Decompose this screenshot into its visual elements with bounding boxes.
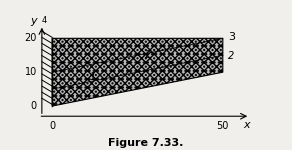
Text: 4: 4 [42, 16, 47, 26]
Text: 2: 2 [145, 50, 151, 60]
Text: 2: 2 [228, 51, 234, 61]
Text: 0: 0 [49, 121, 55, 131]
Polygon shape [52, 38, 223, 106]
Text: 10: 10 [25, 67, 37, 77]
Text: y: y [30, 16, 37, 26]
Text: x: x [244, 120, 250, 130]
Text: 3: 3 [228, 32, 235, 42]
Text: 20: 20 [24, 33, 37, 43]
Text: Figure 7.33.: Figure 7.33. [108, 138, 184, 148]
Text: 1: 1 [90, 72, 96, 82]
Text: 0: 0 [31, 101, 37, 111]
Text: 50: 50 [217, 121, 229, 131]
